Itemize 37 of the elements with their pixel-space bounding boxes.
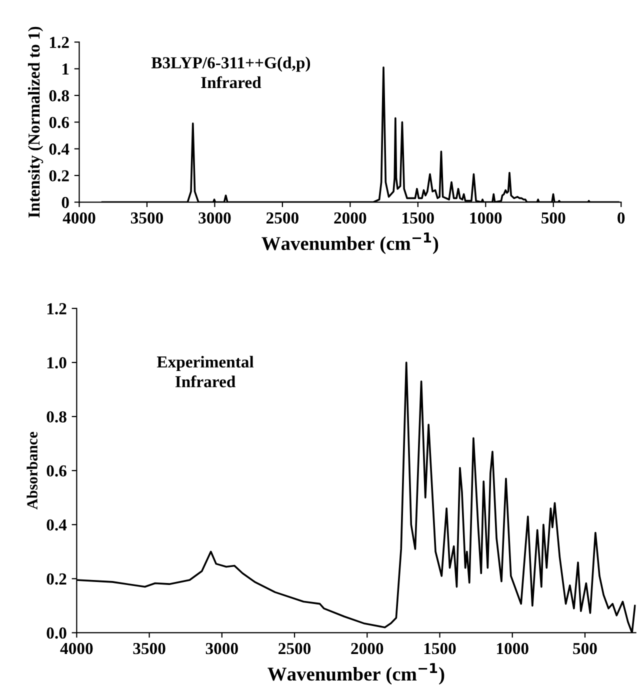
x-tick-label: 2000 — [334, 212, 366, 224]
y-tick-label: 0.0 — [46, 627, 66, 639]
y-tick-label: 0.2 — [46, 573, 66, 585]
x-tick-label: 1000 — [470, 212, 502, 224]
y-tick-label: 0.2 — [49, 170, 69, 182]
y-axis-title: Absorbance — [26, 432, 38, 510]
y-tick-label: 0.8 — [49, 90, 69, 102]
x-tick-label: 3000 — [198, 212, 231, 224]
y-tick-label: 0.4 — [46, 519, 67, 531]
x-axis-title: Wavenumber (cm$^{−1}$) — [268, 663, 444, 685]
x-tick-label: 2000 — [351, 642, 384, 654]
x-tick-label: 1500 — [402, 212, 434, 224]
x-tick-label: 3000 — [206, 642, 238, 654]
y-tick-label: 1 — [62, 64, 69, 75]
y-axis-title: Intensity (Normalized to 1) — [28, 26, 44, 218]
y-tick-label: 1.2 — [47, 303, 66, 314]
x-tick-label: 500 — [542, 212, 566, 224]
x-tick-label: 4000 — [60, 642, 93, 654]
x-tick-label: 2500 — [278, 642, 311, 654]
x-tick-label: 4000 — [62, 212, 96, 224]
y-tick-label: 0.8 — [46, 411, 66, 423]
annotation: Experimental Infrared — [156, 356, 254, 388]
annotation: B3LYP/6-311++G(d,p) Infrared — [151, 56, 310, 88]
y-tick-label: 1.0 — [47, 357, 66, 368]
y-tick-label: 0.4 — [49, 144, 70, 155]
x-tick-label: 2500 — [266, 212, 298, 224]
y-tick-label: 0.6 — [49, 116, 70, 128]
x-tick-label: 0 — [618, 212, 625, 224]
y-tick-label: 0.6 — [46, 465, 66, 477]
x-axis-title: Wavenumber (cm$^{−1}$) — [262, 232, 438, 254]
x-tick-label: 3500 — [133, 642, 166, 654]
y-tick-label: 0 — [62, 196, 69, 208]
x-tick-label: 3500 — [130, 212, 163, 224]
y-tick-label: 1.2 — [50, 36, 69, 48]
x-tick-label: 500 — [573, 642, 597, 654]
x-tick-label: 1000 — [497, 642, 528, 654]
x-tick-label: 1500 — [424, 642, 456, 654]
